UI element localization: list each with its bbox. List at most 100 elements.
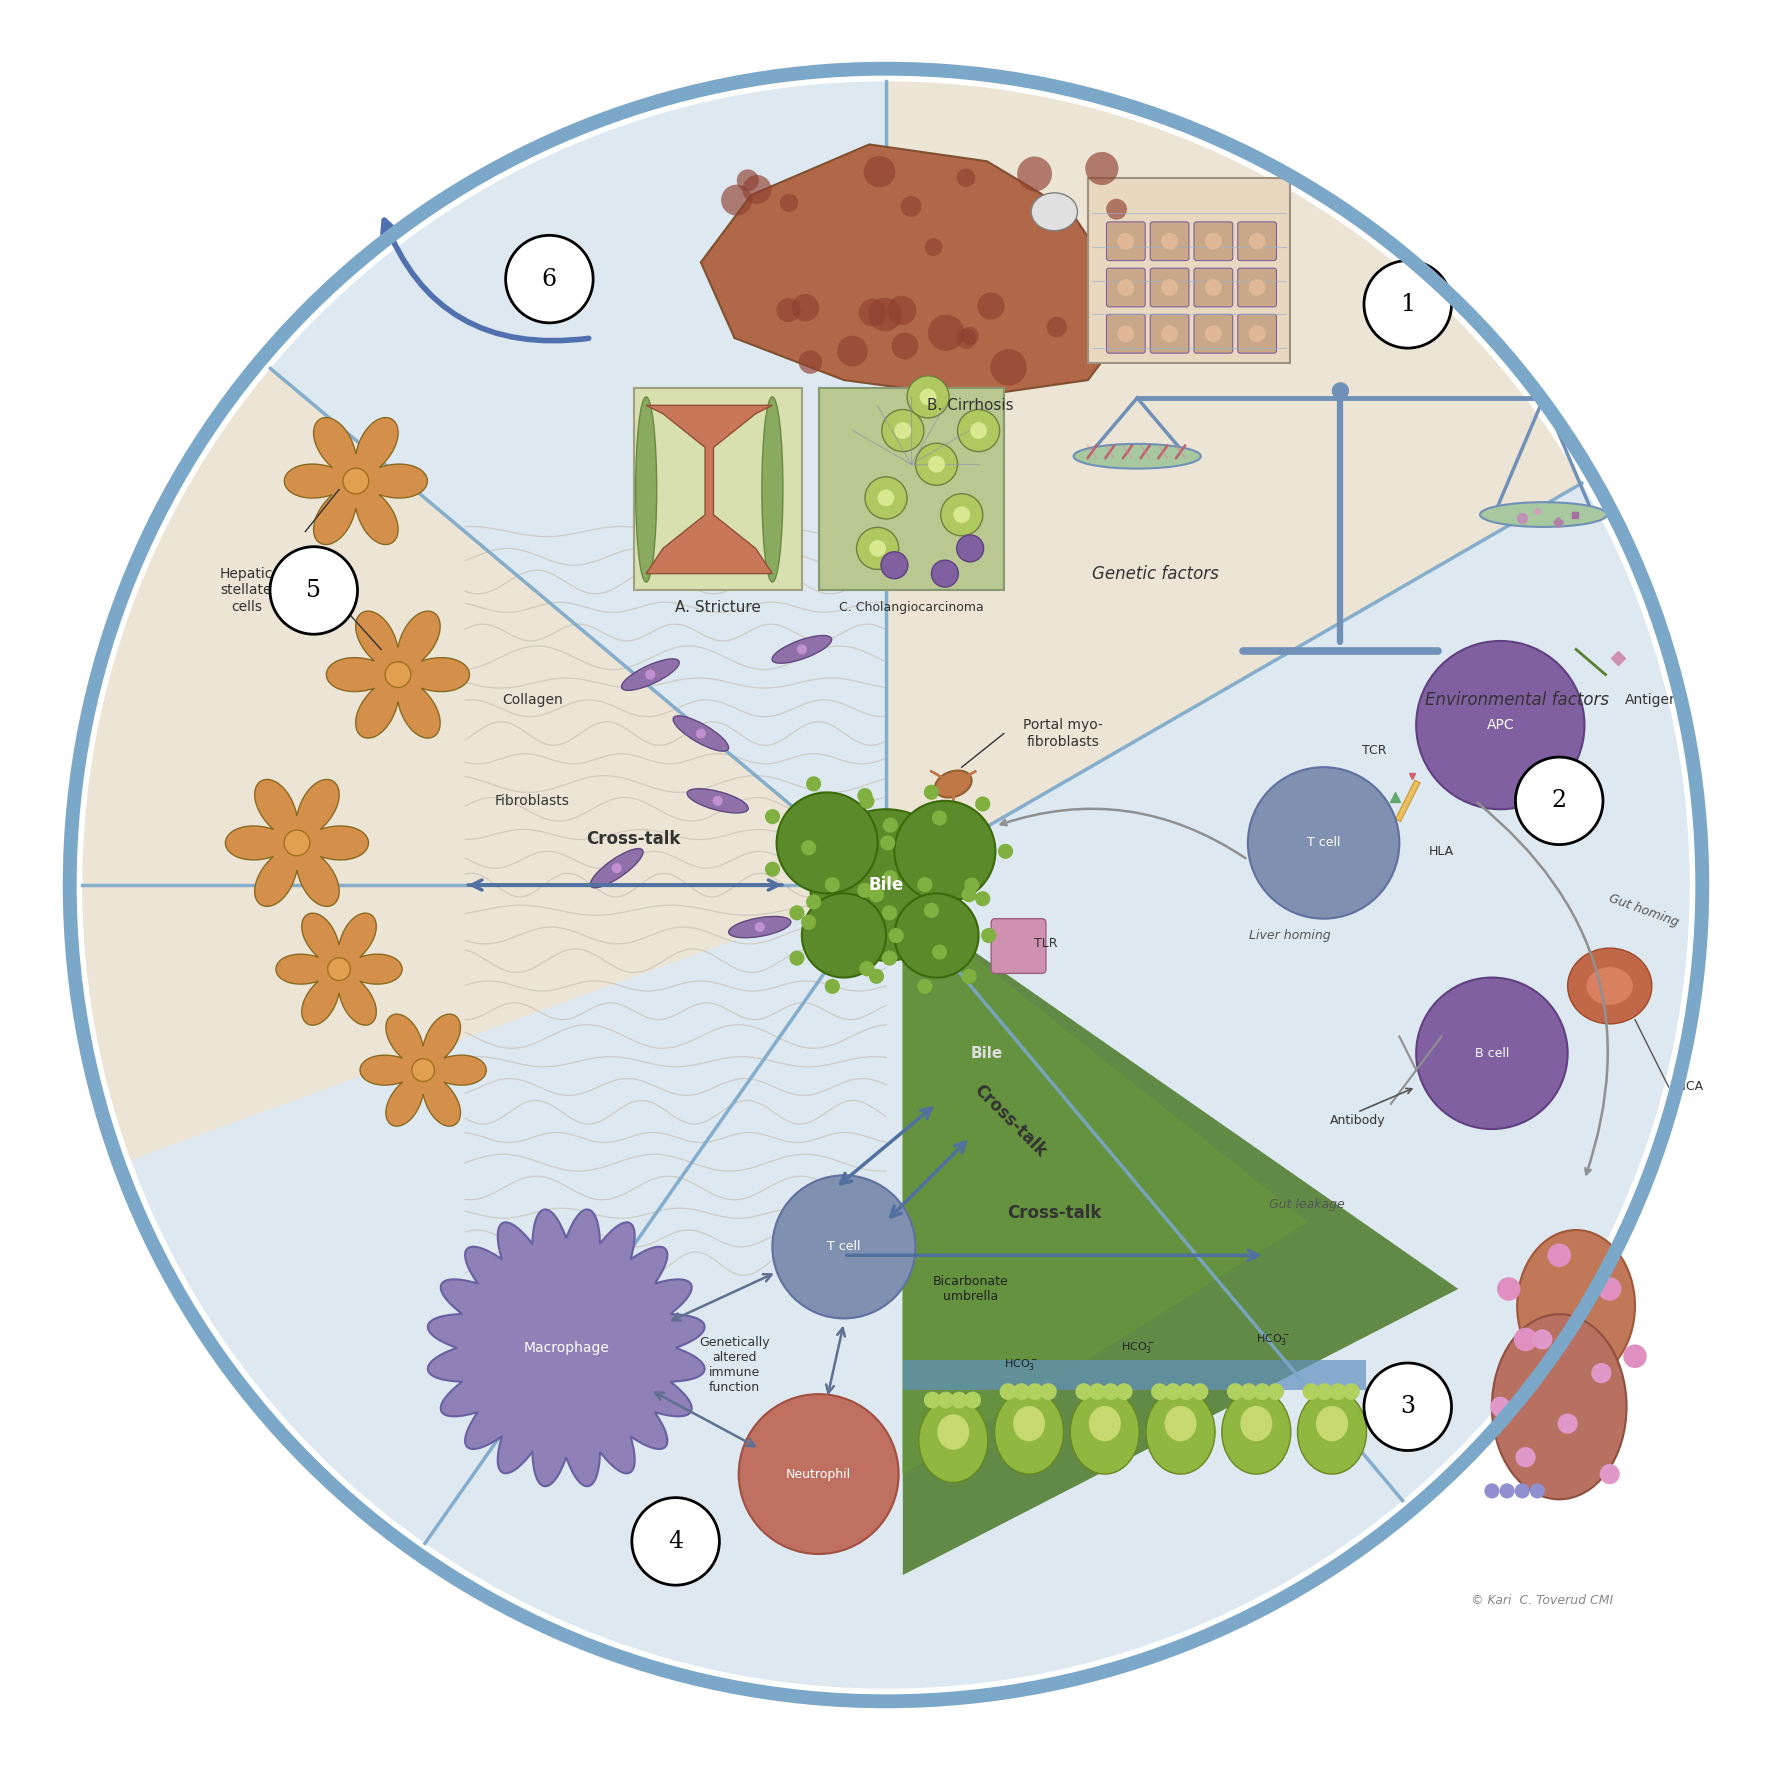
Circle shape [868,968,884,984]
Polygon shape [360,1014,486,1126]
Circle shape [1249,280,1265,296]
Text: 6: 6 [542,267,556,290]
Text: HCO$_3^-$: HCO$_3^-$ [1256,1333,1290,1347]
Text: Gut homing: Gut homing [1607,892,1680,929]
Wedge shape [886,483,1690,1501]
Circle shape [633,1497,719,1586]
Polygon shape [225,779,369,906]
Circle shape [1102,1382,1120,1400]
Circle shape [868,887,884,903]
Circle shape [923,1391,941,1409]
Text: A. Stricture: A. Stricture [675,600,760,614]
Circle shape [937,1391,953,1409]
Circle shape [1118,280,1134,296]
Circle shape [1164,1382,1182,1400]
Circle shape [859,299,886,326]
Wedge shape [886,81,1582,885]
Ellipse shape [1074,444,1201,469]
Circle shape [1497,1278,1520,1301]
Circle shape [1205,234,1221,250]
Circle shape [1364,260,1451,349]
Circle shape [881,552,907,579]
Circle shape [1161,234,1178,250]
Circle shape [888,296,916,326]
Circle shape [1329,1382,1347,1400]
Circle shape [957,168,975,188]
Circle shape [1623,1345,1646,1368]
Circle shape [1106,198,1127,219]
Circle shape [1529,1483,1545,1499]
Ellipse shape [673,715,728,750]
Ellipse shape [1568,949,1652,1023]
FancyBboxPatch shape [1239,315,1276,354]
FancyBboxPatch shape [991,919,1045,974]
Text: T cell: T cell [828,1241,861,1253]
Ellipse shape [1164,1405,1196,1441]
Circle shape [1161,326,1178,342]
Polygon shape [902,903,1306,1474]
Circle shape [284,830,310,857]
Ellipse shape [1492,1313,1627,1499]
Circle shape [858,788,872,804]
Circle shape [929,457,944,473]
Circle shape [776,793,877,894]
Polygon shape [284,418,427,545]
Ellipse shape [1088,1405,1120,1441]
Circle shape [789,904,804,920]
Circle shape [923,784,939,800]
Ellipse shape [1070,1389,1139,1474]
Circle shape [766,862,780,876]
Text: TCR: TCR [1363,743,1386,758]
Circle shape [755,922,766,933]
Circle shape [1205,326,1221,342]
FancyBboxPatch shape [1239,269,1276,306]
Circle shape [1499,1483,1515,1499]
Text: 4: 4 [668,1529,684,1552]
Circle shape [739,1395,898,1554]
Circle shape [1088,1382,1106,1400]
Circle shape [799,350,822,373]
Ellipse shape [1586,966,1632,1005]
Circle shape [932,945,946,959]
Circle shape [865,476,907,519]
Ellipse shape [688,789,748,812]
Ellipse shape [762,396,783,582]
Circle shape [1161,280,1178,296]
FancyBboxPatch shape [1106,269,1145,306]
Circle shape [773,1175,916,1319]
Circle shape [932,811,946,825]
Circle shape [505,235,594,322]
Circle shape [1515,758,1604,844]
Circle shape [712,796,723,805]
Text: HCO$_3^-$: HCO$_3^-$ [1003,1358,1038,1372]
Ellipse shape [590,848,643,889]
Circle shape [941,494,983,536]
Text: 5: 5 [307,579,321,602]
Circle shape [856,527,898,570]
Ellipse shape [1146,1389,1216,1474]
Text: Genetically
altered
immune
function: Genetically altered immune function [700,1336,769,1393]
Circle shape [882,818,898,832]
Circle shape [1047,317,1067,338]
Circle shape [888,927,904,943]
Circle shape [411,1058,434,1081]
Text: Bile: Bile [971,1046,1003,1060]
Polygon shape [326,611,470,738]
Circle shape [877,490,895,506]
Circle shape [776,297,801,322]
Circle shape [900,196,921,218]
Ellipse shape [1031,193,1077,230]
Ellipse shape [994,1389,1063,1474]
Circle shape [792,294,819,322]
Ellipse shape [1297,1389,1366,1474]
Circle shape [957,535,983,561]
Circle shape [964,878,980,892]
Circle shape [1416,641,1584,809]
Text: Cross-talk: Cross-talk [587,830,680,848]
Circle shape [824,878,840,892]
Circle shape [918,878,932,892]
FancyBboxPatch shape [634,388,803,591]
Circle shape [645,669,656,680]
Wedge shape [271,81,886,885]
Circle shape [1302,1382,1320,1400]
